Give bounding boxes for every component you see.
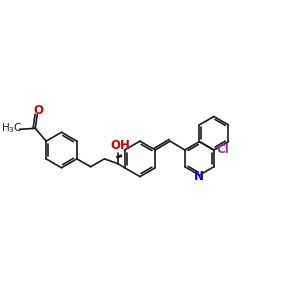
Text: H$_3$C: H$_3$C [1, 122, 22, 135]
Text: OH: OH [110, 139, 130, 152]
Text: O: O [33, 104, 43, 117]
Text: Cl: Cl [216, 143, 229, 157]
Text: N: N [194, 169, 203, 183]
